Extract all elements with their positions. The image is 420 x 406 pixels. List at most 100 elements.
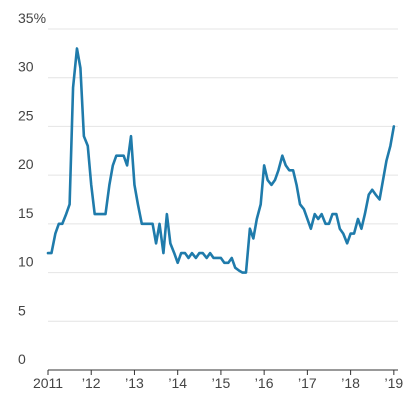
data-point xyxy=(209,252,211,254)
data-point xyxy=(137,203,139,205)
data-point xyxy=(385,159,387,161)
data-point xyxy=(169,242,171,244)
data-point xyxy=(274,179,276,181)
data-point xyxy=(285,164,287,166)
data-point xyxy=(216,257,218,259)
x-tick-label: ’18 xyxy=(341,375,360,391)
data-point xyxy=(364,213,366,215)
data-point xyxy=(238,270,240,272)
data-point xyxy=(177,262,179,264)
data-point xyxy=(350,233,352,235)
data-point xyxy=(227,262,229,264)
data-point xyxy=(76,47,78,49)
data-point xyxy=(252,237,254,239)
data-point xyxy=(206,257,208,259)
data-point xyxy=(87,145,89,147)
data-point xyxy=(270,184,272,186)
y-tick-label: 30 xyxy=(18,59,34,75)
data-point xyxy=(328,223,330,225)
data-point xyxy=(281,155,283,157)
data-point xyxy=(353,233,355,235)
y-tick-label: 35% xyxy=(18,10,46,26)
y-tick-label: 25 xyxy=(18,107,34,123)
data-point xyxy=(166,213,168,215)
y-tick-label: 5 xyxy=(18,302,26,318)
data-point xyxy=(249,228,251,230)
x-tick-label: ’19 xyxy=(384,375,403,391)
data-point xyxy=(115,155,117,157)
data-point xyxy=(97,213,99,215)
data-point xyxy=(79,67,81,69)
data-point xyxy=(94,213,96,215)
data-point xyxy=(173,252,175,254)
data-point xyxy=(335,213,337,215)
data-point xyxy=(241,271,243,273)
data-point xyxy=(54,233,56,235)
data-point xyxy=(306,218,308,220)
data-point xyxy=(375,194,377,196)
data-point xyxy=(65,213,67,215)
data-point xyxy=(69,203,71,205)
data-point xyxy=(321,213,323,215)
data-point xyxy=(317,218,319,220)
y-tick-label: 20 xyxy=(18,156,34,172)
x-axis-labels: 2011 ’12 ’13 ’14 ’15 ’16 ’17 ’18 ’19 xyxy=(33,375,403,391)
x-tick-label: ’17 xyxy=(298,375,317,391)
data-point xyxy=(234,267,236,269)
data-point xyxy=(158,223,160,225)
data-point xyxy=(245,271,247,273)
data-point xyxy=(288,169,290,171)
data-point xyxy=(195,257,197,259)
data-point xyxy=(357,218,359,220)
data-point xyxy=(133,184,135,186)
data-point xyxy=(130,135,132,137)
data-point xyxy=(346,242,348,244)
data-point xyxy=(260,203,262,205)
data-point xyxy=(141,223,143,225)
data-point xyxy=(299,203,301,205)
data-point xyxy=(342,233,344,235)
data-point xyxy=(180,252,182,254)
data-point xyxy=(101,213,103,215)
x-tick-label: ’16 xyxy=(255,375,274,391)
data-point xyxy=(123,155,125,157)
data-point xyxy=(119,155,121,157)
data-point xyxy=(393,125,395,127)
series-line xyxy=(46,47,396,274)
y-tick-label: 15 xyxy=(18,205,34,221)
y-axis-labels: 0 5 10 15 20 25 30 35% xyxy=(18,10,46,367)
series-layer xyxy=(46,47,396,274)
data-point xyxy=(148,223,150,225)
y-tick-label: 0 xyxy=(18,351,26,367)
data-point xyxy=(277,169,279,171)
data-point xyxy=(104,213,106,215)
data-point xyxy=(220,257,222,259)
data-point xyxy=(198,252,200,254)
data-point xyxy=(50,252,52,254)
data-point xyxy=(314,213,316,215)
data-point xyxy=(90,184,92,186)
data-point xyxy=(303,208,305,210)
data-point xyxy=(202,252,204,254)
data-point xyxy=(256,218,258,220)
data-point xyxy=(263,164,265,166)
data-point xyxy=(331,213,333,215)
data-point xyxy=(58,223,60,225)
data-point xyxy=(324,223,326,225)
data-point xyxy=(47,252,49,254)
data-point xyxy=(382,179,384,181)
x-axis xyxy=(47,369,398,375)
data-point xyxy=(144,223,146,225)
data-point xyxy=(212,257,214,259)
data-point xyxy=(61,223,63,225)
data-point xyxy=(295,184,297,186)
gridlines xyxy=(48,28,398,322)
x-tick-label: ’12 xyxy=(82,375,101,391)
y-tick-label: 10 xyxy=(18,254,34,270)
x-tick-label: ’14 xyxy=(168,375,187,391)
data-point xyxy=(310,228,312,230)
data-point xyxy=(368,194,370,196)
data-point xyxy=(187,257,189,259)
